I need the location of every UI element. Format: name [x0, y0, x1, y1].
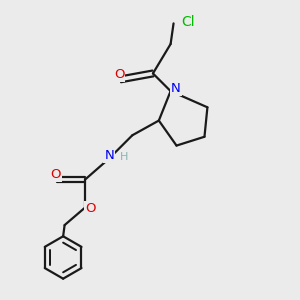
Text: O: O [114, 68, 124, 80]
Text: O: O [85, 202, 96, 215]
Text: N: N [171, 82, 181, 95]
Text: O: O [50, 168, 61, 181]
Text: H: H [120, 152, 128, 162]
Text: Cl: Cl [181, 15, 194, 29]
Text: N: N [104, 149, 114, 162]
